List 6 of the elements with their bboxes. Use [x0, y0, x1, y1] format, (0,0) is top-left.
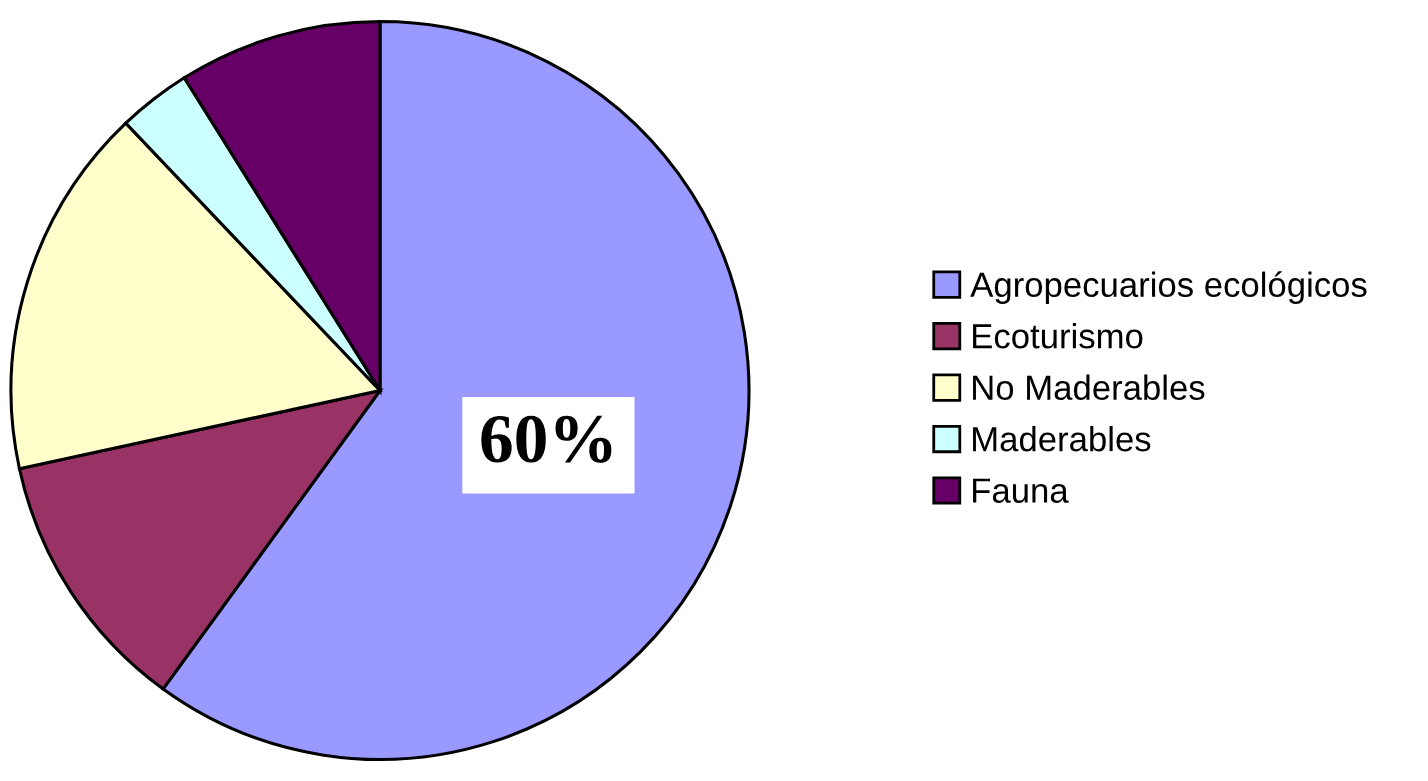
legend-label: Agropecuarios ecológicos	[970, 271, 1367, 304]
data-label: 60%	[481, 415, 612, 463]
legend-label: Ecoturismo	[973, 323, 1143, 349]
legend-label: Maderables	[973, 425, 1151, 452]
legend-label: Fauna	[973, 478, 1069, 503]
legend-label: No Maderables	[973, 374, 1205, 401]
